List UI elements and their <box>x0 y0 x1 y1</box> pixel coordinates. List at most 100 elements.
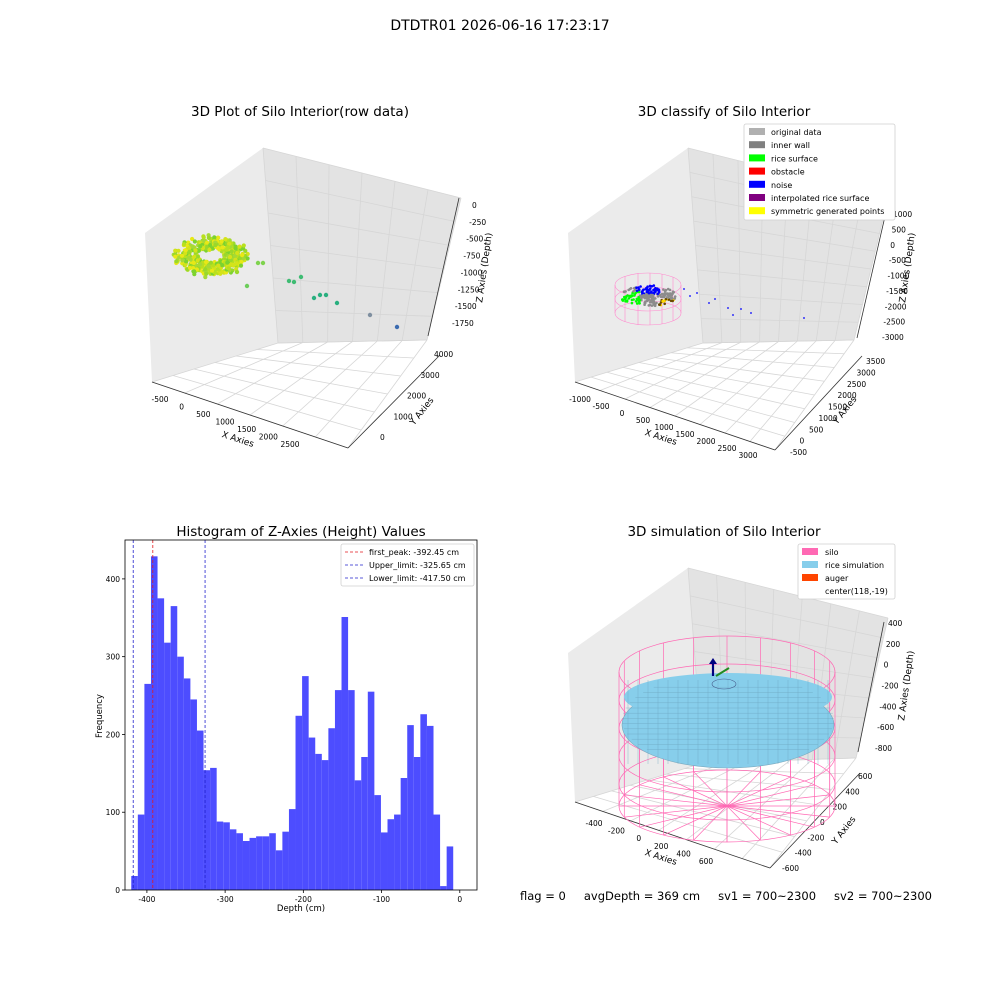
silo-spoke <box>726 771 761 807</box>
raw-pane-right <box>263 148 461 343</box>
ztick-label: -2000 <box>885 302 907 311</box>
legend-swatch <box>749 180 765 188</box>
legend-swatch <box>749 141 765 149</box>
data-point <box>234 269 240 275</box>
histogram-bar <box>196 730 204 890</box>
data-point <box>207 247 212 252</box>
gridline <box>574 762 704 803</box>
gridline <box>701 318 859 323</box>
xtick-label: 0 <box>620 409 625 418</box>
classify-title: 3D classify of Silo Interior <box>638 104 811 120</box>
histogram-panel: -400 -300 -200 -100 0 0 100 200 300 400 Histogra… <box>95 524 478 914</box>
data-point <box>228 254 233 260</box>
xtick-label: -1000 <box>569 395 591 404</box>
histogram-axes-frame <box>124 539 478 891</box>
ytick-label: -200 <box>807 833 824 842</box>
data-point <box>637 290 641 294</box>
histogram-bar <box>433 814 441 890</box>
data-point <box>192 254 197 259</box>
gridline <box>699 340 798 425</box>
histogram-bar <box>249 837 257 890</box>
sim-ylabel: Y Axies <box>830 815 859 848</box>
data-point <box>173 248 178 253</box>
data-point <box>206 264 211 269</box>
data-point <box>233 246 238 251</box>
histogram-legend-entries: first_peak: -392.45 cm Upper_limit: -325.… <box>345 548 466 583</box>
data-point <box>260 260 266 266</box>
ztick-label: 0 <box>890 241 895 250</box>
silo-spoke <box>624 794 728 807</box>
legend-swatch <box>802 574 818 581</box>
gridline <box>658 760 769 831</box>
legend-label: auger <box>825 574 849 583</box>
data-point <box>317 292 323 298</box>
histogram-bar <box>216 821 224 890</box>
ztick-label: -1750 <box>452 319 474 328</box>
gridline <box>630 761 747 822</box>
histogram-bar <box>150 556 158 890</box>
classify-legend: original data inner wall rice surface obsta… <box>743 123 896 221</box>
legend-label: interpolated rice surface <box>771 194 869 203</box>
data-point <box>187 249 192 255</box>
data-point <box>196 248 201 253</box>
gridline <box>749 340 836 442</box>
histogram-bar <box>387 819 395 890</box>
ytick-label: -600 <box>782 864 799 873</box>
gridline <box>774 339 855 451</box>
legend-swatch <box>749 128 765 135</box>
data-point <box>627 288 630 292</box>
ztick-label: -200 <box>882 682 899 691</box>
raw-axis-z <box>427 197 460 337</box>
gridline <box>235 355 401 377</box>
data-point <box>225 260 230 265</box>
data-point <box>632 287 636 290</box>
histogram-title: Histogram of Z-Axies (Height) Values <box>176 524 425 540</box>
data-point <box>632 298 635 301</box>
classify-legend-box <box>743 123 896 221</box>
histogram-bar <box>242 841 250 890</box>
gridline <box>694 651 875 679</box>
data-point <box>181 242 187 247</box>
data-point <box>231 263 236 268</box>
data-point <box>632 290 635 293</box>
data-point <box>298 274 304 280</box>
data-point <box>180 258 185 263</box>
data-point <box>626 294 629 297</box>
histogram-bar <box>361 757 368 890</box>
histogram-bar <box>334 690 342 890</box>
silo-spoke <box>726 805 815 828</box>
data-point <box>192 269 197 274</box>
ztick-label: -500 <box>466 235 483 244</box>
legend-swatch <box>749 154 765 162</box>
data-point <box>204 271 209 276</box>
data-point <box>658 303 661 306</box>
data-point <box>708 302 710 304</box>
legend-label: silo <box>825 548 839 557</box>
sim-legend: silo rice simulation auger center(118,-19) <box>797 543 896 600</box>
classify-zlabel: Z Axies (Depth) <box>898 232 918 303</box>
data-point <box>666 296 670 299</box>
data-point <box>652 298 655 301</box>
xtick-label: 3000 <box>738 451 757 460</box>
footer-sv2: sv2 = 700~2300 <box>834 889 932 903</box>
gridline <box>853 197 889 341</box>
data-point <box>219 239 224 244</box>
footer-flag: flag = 0 <box>520 889 566 903</box>
legend-label: symmetric generated points <box>771 207 884 216</box>
data-point <box>323 292 329 298</box>
silo-spoke <box>639 805 728 828</box>
data-point <box>635 289 639 293</box>
data-point <box>235 250 240 256</box>
histogram-bar <box>440 886 447 890</box>
histogram-bar <box>275 850 283 890</box>
ytick-label: 1000 <box>819 414 838 423</box>
silo-spoke <box>663 776 728 807</box>
sim-zlabel: Z Axies (Depth) <box>897 650 917 721</box>
data-point <box>635 286 638 290</box>
histogram-legend: first_peak: -392.45 cm Upper_limit: -325.… <box>340 543 475 587</box>
classify-legend-entries: original data inner wall rice surface obsta… <box>749 128 884 216</box>
ztick-label: -250 <box>469 218 486 227</box>
gridline <box>714 759 813 850</box>
